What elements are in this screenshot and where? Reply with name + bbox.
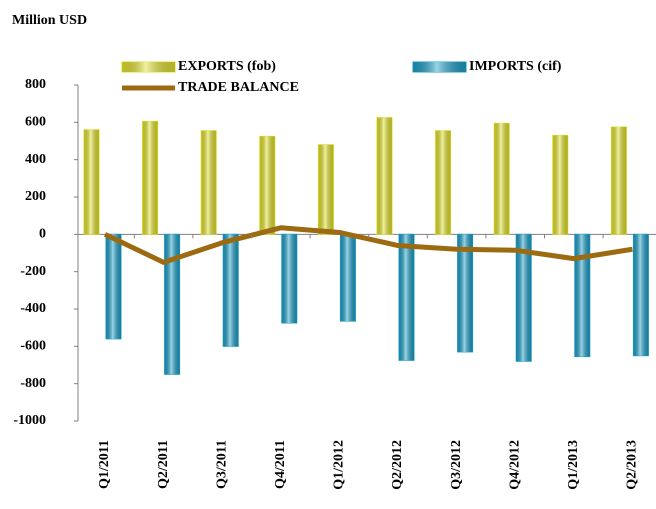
bar-shine (318, 144, 334, 235)
bar-shine (516, 234, 532, 362)
y-tick-label: 800 (25, 77, 46, 92)
y-tick-label: -800 (20, 376, 46, 391)
bar-shine (552, 135, 568, 235)
y-tick-label: -200 (20, 264, 46, 279)
trade-balance-line (103, 225, 633, 265)
x-tick-label: Q4/2011 (273, 440, 288, 489)
legend-label: TRADE BALANCE (178, 80, 299, 95)
y-tick-label: 400 (25, 152, 46, 167)
y-tick-label: -400 (20, 301, 46, 316)
x-tick-label: Q3/2011 (214, 440, 229, 489)
y-tick-label: 600 (25, 115, 46, 130)
x-tick-label: Q2/2012 (390, 440, 405, 490)
x-tick-label: Q1/2011 (97, 440, 112, 489)
legend-shine (122, 62, 175, 72)
bar-shine (435, 130, 451, 235)
bar-shine (377, 117, 392, 235)
bar-shine (399, 234, 414, 361)
bar-shine (457, 234, 473, 352)
x-tick-label: Q3/2012 (449, 440, 464, 490)
x-tick-label: Q1/2012 (332, 440, 347, 490)
bar-shine (84, 129, 99, 235)
bar-shine (142, 121, 158, 235)
legend-label: IMPORTS (cif) (469, 59, 562, 74)
y-tick-label: -1000 (13, 413, 46, 428)
bar-shine (164, 234, 180, 375)
y-tick-label: -600 (20, 339, 46, 354)
bar-shine (633, 234, 649, 356)
x-tick-label: Q1/2013 (566, 440, 581, 490)
bar-shine (106, 234, 121, 339)
x-tick-label: Q2/2011 (156, 440, 171, 489)
y-tick-label: 200 (25, 189, 46, 204)
bar-shine (201, 130, 217, 235)
bar-shine (281, 234, 297, 323)
y-tick-label: 0 (39, 227, 46, 242)
bar-shine (494, 123, 510, 235)
legend-shine (413, 62, 466, 72)
bar-shine (340, 234, 356, 322)
bar-shine (611, 127, 627, 235)
bar-shine (259, 136, 275, 235)
bar-shine (574, 234, 590, 357)
legend-label: EXPORTS (fob) (178, 59, 276, 74)
x-tick-label: Q4/2012 (507, 440, 522, 490)
chart-title: Million USD (12, 13, 87, 28)
bar-shine (223, 234, 239, 347)
x-tick-label: Q2/2013 (625, 440, 640, 490)
